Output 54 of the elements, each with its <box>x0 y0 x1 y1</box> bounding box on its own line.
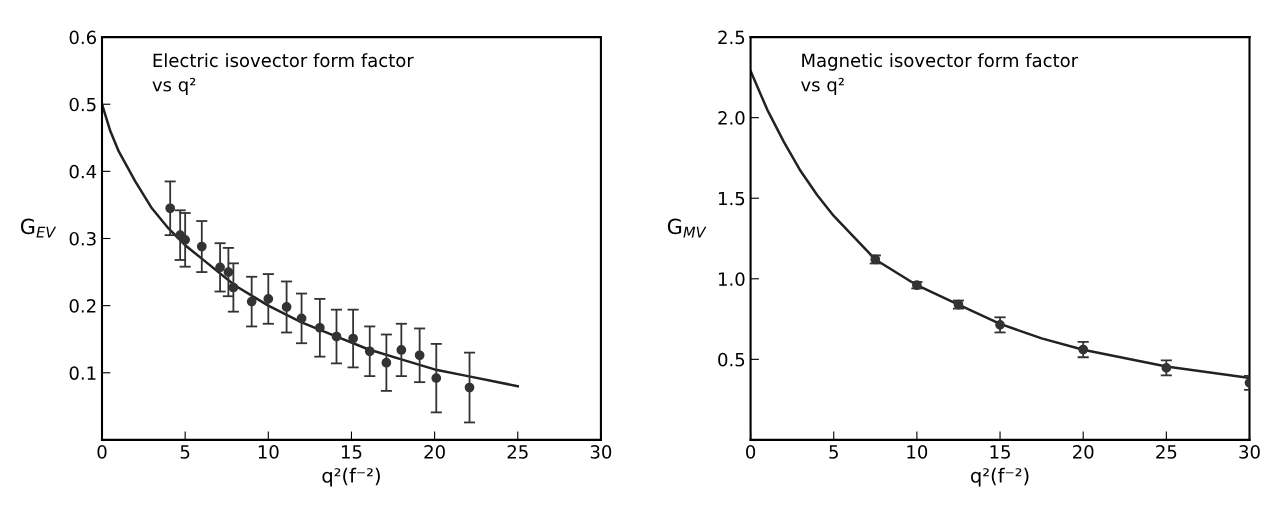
x-tick-label: 20 <box>1073 445 1094 459</box>
x-axis-title: q²(f⁻²) <box>971 467 1029 487</box>
point <box>414 350 425 361</box>
x-tick-label: 0 <box>746 445 756 459</box>
line-series <box>102 102 520 388</box>
point <box>314 322 325 333</box>
point <box>396 345 407 355</box>
y-tick-label: 0.2 <box>69 299 96 313</box>
y-tick-label: 0.4 <box>69 164 97 179</box>
x-tick-label: 10 <box>258 445 279 459</box>
point <box>196 241 207 252</box>
point <box>464 382 475 393</box>
x-tick-label: 5 <box>180 445 190 459</box>
point <box>223 267 234 277</box>
x-tick-label: 30 <box>1239 445 1260 459</box>
point <box>1078 344 1089 355</box>
x-tick-label: 15 <box>341 445 362 459</box>
point <box>1161 363 1172 373</box>
x-tick-label: 25 <box>1156 445 1177 459</box>
y-tick-label: 2.0 <box>718 111 745 125</box>
text: Magnetic isovector form factor vs q² <box>801 53 1079 96</box>
point <box>381 357 392 368</box>
y-tick-label: 0.3 <box>69 231 96 246</box>
y-axis-title: G$_{MV}$ <box>667 218 707 238</box>
point <box>331 331 342 342</box>
x-tick-label: 10 <box>907 445 928 459</box>
text: Electric isovector form factor vs q² <box>152 53 414 96</box>
x-tick-label: 0 <box>97 445 107 459</box>
x-tick-label: 30 <box>590 445 612 459</box>
point <box>228 282 239 293</box>
y-tick-label: 1.5 <box>719 191 745 206</box>
point <box>263 294 274 304</box>
point <box>348 333 358 344</box>
point <box>995 319 1005 330</box>
y-tick-label: 2.5 <box>718 30 745 45</box>
x-tick-label: 20 <box>424 445 445 459</box>
y-axis-title: G$_{EV}$ <box>20 218 57 238</box>
y-tick-label: 0.5 <box>718 352 745 367</box>
y-tick-label: 0.1 <box>69 366 96 380</box>
x-tick-label: 5 <box>829 445 838 459</box>
y-tick-label: 0.6 <box>69 30 96 45</box>
point <box>165 203 176 214</box>
point <box>296 313 307 324</box>
point <box>246 296 257 307</box>
point <box>215 262 225 273</box>
y-tick-label: 1.0 <box>719 272 745 286</box>
x-tick-label: 25 <box>507 445 528 459</box>
x-tick-label: 15 <box>990 445 1010 459</box>
point <box>431 373 442 383</box>
point <box>364 346 375 357</box>
point <box>281 302 292 312</box>
x-axis-title: q²(f⁻²) <box>322 467 380 487</box>
point <box>180 234 191 245</box>
y-tick-label: 0.5 <box>69 97 96 112</box>
